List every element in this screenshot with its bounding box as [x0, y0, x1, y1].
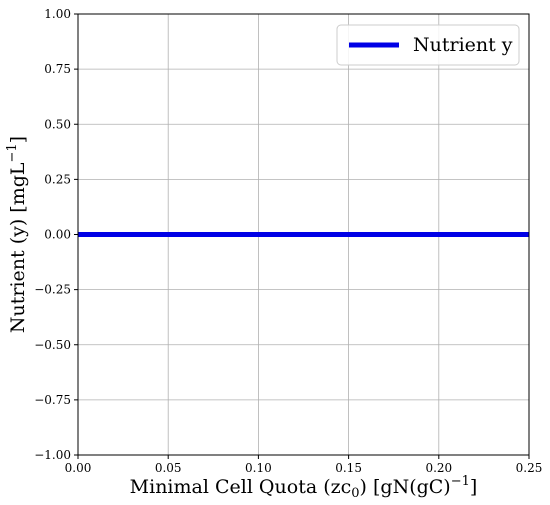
x-tick-label: 0.00 — [65, 461, 92, 475]
x-axis-title: Minimal Cell Quota (zc0) [gN(gC)−1] — [130, 474, 478, 501]
y-tick-label: 0.50 — [44, 117, 71, 131]
y-tick-label: −0.50 — [34, 338, 71, 352]
y-tick-label: 0.75 — [44, 62, 71, 76]
legend: Nutrient y — [336, 24, 520, 66]
y-tick-label: 0.00 — [44, 228, 71, 242]
legend-box — [336, 24, 520, 66]
x-tick-label: 0.05 — [155, 461, 182, 475]
y-tick-label: −1.00 — [34, 448, 71, 462]
y-tick-label: 0.25 — [44, 172, 71, 186]
x-tick-label: 0.20 — [425, 461, 452, 475]
y-tick-label: −0.25 — [34, 283, 71, 297]
legend-label-nutrient-y: Nutrient y — [413, 34, 513, 56]
x-tick-label: 0.10 — [245, 461, 272, 475]
y-tick-label: 1.00 — [44, 7, 71, 21]
x-tick-label: 0.15 — [335, 461, 362, 475]
y-tick-label: −0.75 — [34, 393, 71, 407]
y-axis-title: Nutrient (y) [mgL−1] — [5, 136, 29, 333]
x-tick-label: 0.25 — [516, 461, 543, 475]
ticks: 0.00 0.05 0.10 0.15 0.20 0.25 −1.00 −0.75 −0.50 −… — [34, 7, 542, 475]
